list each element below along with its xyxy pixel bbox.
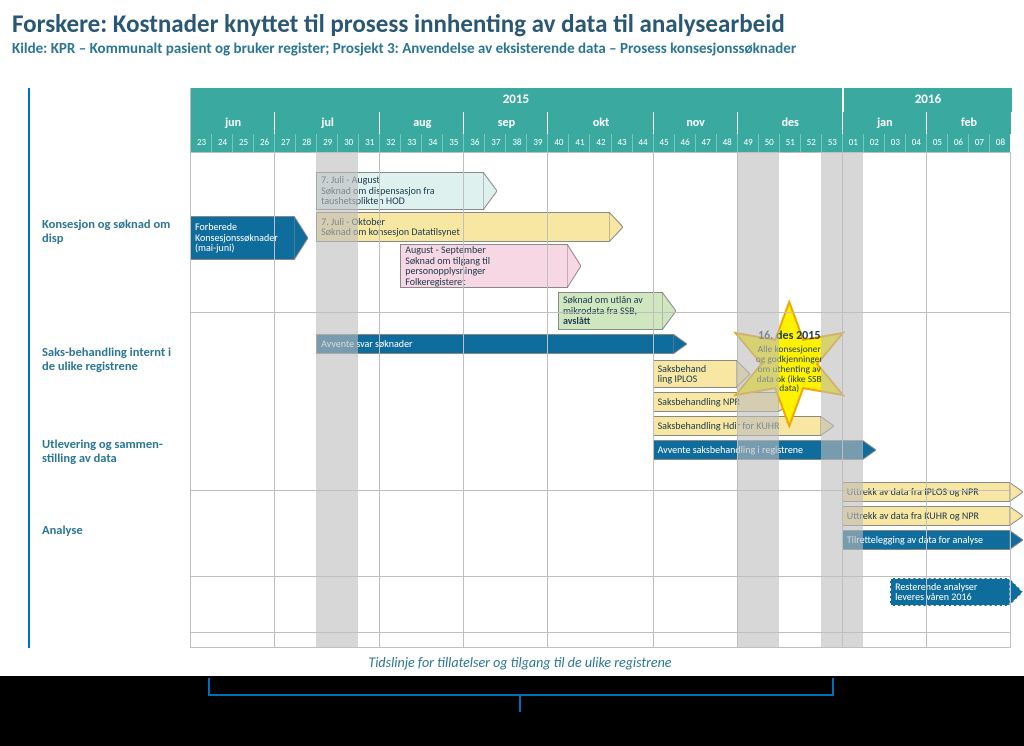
chart-caption: Tidslinje for tillatelser og tilgang til…	[368, 654, 671, 671]
week-cell: 43	[611, 134, 633, 152]
week-cell: 29	[316, 134, 338, 152]
week-cell: 51	[779, 134, 801, 152]
month-cell: feb	[926, 112, 1011, 134]
week-cell: 01	[842, 134, 864, 152]
week-cell: 08	[989, 134, 1011, 152]
week-cell: 25	[232, 134, 254, 152]
gridline-horizontal	[190, 632, 1010, 633]
week-cell: 48	[716, 134, 738, 152]
week-cell: 44	[632, 134, 654, 152]
gantt-body: ForberedeKonsesjonssøknader(mai-juni)7. …	[190, 152, 1010, 648]
month-cell: okt	[547, 112, 653, 134]
week-cell: 03	[884, 134, 906, 152]
month-cell: nov	[653, 112, 738, 134]
week-cell: 50	[758, 134, 780, 152]
gridline-vertical	[379, 152, 380, 648]
week-cell: 06	[947, 134, 969, 152]
week-cell: 45	[653, 134, 675, 152]
week-cell: 36	[463, 134, 485, 152]
week-cell: 23	[190, 134, 212, 152]
week-cell: 37	[484, 134, 506, 152]
gridline-vertical	[653, 152, 654, 648]
week-cell: 38	[505, 134, 527, 152]
week-cell: 34	[421, 134, 443, 152]
page-subtitle: Kilde: KPR – Kommunalt pasient og bruker…	[12, 40, 796, 58]
page: Forskere: Kostnader knyttet til prosess …	[0, 0, 1024, 746]
week-cell: 47	[695, 134, 717, 152]
week-cell: 27	[274, 134, 296, 152]
gantt-chart: 20152016junjulaugsepoktnovdesjanfeb23242…	[28, 88, 1010, 648]
month-cell: jun	[190, 112, 275, 134]
week-cell: 40	[547, 134, 569, 152]
gridline-vertical	[274, 152, 275, 648]
week-cell: 24	[211, 134, 233, 152]
grey-period-band	[737, 152, 779, 648]
month-cell: jul	[274, 112, 380, 134]
grey-period-band	[316, 152, 358, 648]
year-band: 2015	[190, 88, 842, 112]
week-cell: 28	[295, 134, 317, 152]
week-cell: 30	[337, 134, 359, 152]
week-cell: 53	[821, 134, 843, 152]
month-cell: sep	[463, 112, 548, 134]
week-cell: 26	[253, 134, 275, 152]
row-label: Utlevering og sammen-stilling av data	[42, 438, 182, 467]
gridline-horizontal	[190, 312, 1010, 313]
brace-tail	[519, 694, 521, 712]
month-cell: des	[737, 112, 843, 134]
page-title: Forskere: Kostnader knyttet til prosess …	[12, 8, 785, 39]
gridline-vertical	[1010, 152, 1011, 648]
week-cell: 07	[968, 134, 990, 152]
week-cell: 42	[589, 134, 611, 152]
week-cell: 05	[926, 134, 948, 152]
grey-period-band	[821, 152, 863, 648]
week-cell: 41	[568, 134, 590, 152]
week-cell: 52	[800, 134, 822, 152]
brace	[208, 678, 834, 696]
week-cell: 32	[379, 134, 401, 152]
week-cell: 31	[358, 134, 380, 152]
gridline-vertical	[463, 152, 464, 648]
row-label: Konsesjon og søknad om disp	[42, 218, 182, 247]
row-label: Saks-behandling internt i de ulike regis…	[42, 346, 182, 375]
week-cell: 46	[674, 134, 696, 152]
gridline-horizontal	[190, 490, 1010, 491]
row-label: Analyse	[42, 524, 182, 538]
month-cell: jan	[842, 112, 927, 134]
week-cell: 39	[526, 134, 548, 152]
gridline-horizontal	[190, 576, 1010, 577]
week-cell: 02	[863, 134, 885, 152]
month-cell: aug	[379, 112, 464, 134]
week-cell: 04	[905, 134, 927, 152]
week-cell: 33	[400, 134, 422, 152]
week-cell: 35	[442, 134, 464, 152]
gridline-vertical	[547, 152, 548, 648]
week-cell: 49	[737, 134, 759, 152]
timeline-header: 20152016junjulaugsepoktnovdesjanfeb23242…	[190, 88, 1010, 152]
year-band: 2016	[842, 88, 1012, 112]
gridline-vertical	[926, 152, 927, 648]
gridline-horizontal	[190, 152, 1010, 153]
